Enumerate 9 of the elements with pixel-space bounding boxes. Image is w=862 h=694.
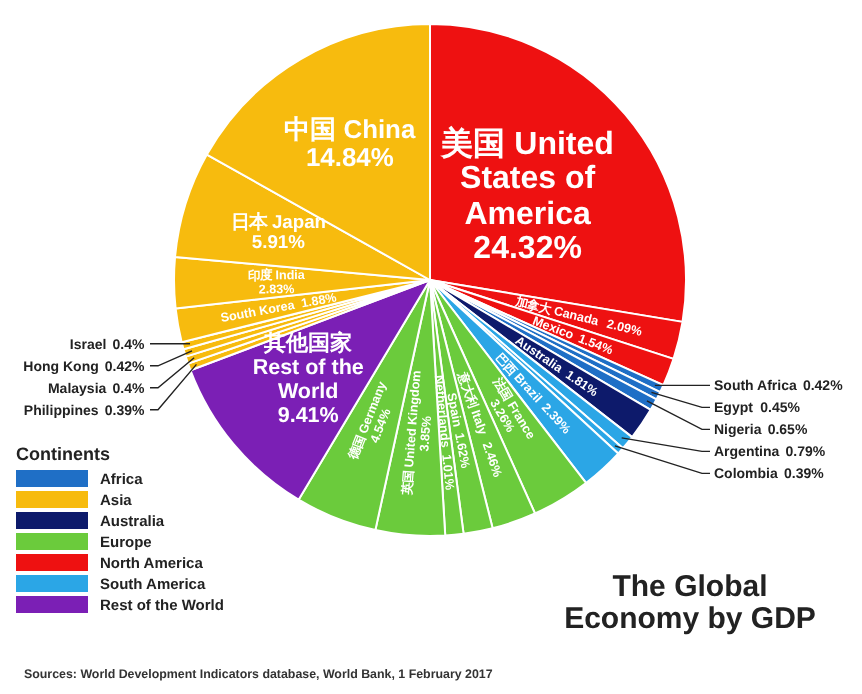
category-label: 美国 United States of America [441,127,614,232]
category-label: 日本 Japan [230,211,327,233]
data-label: 24.32% [471,232,584,268]
data-label: 9.41% [277,403,339,428]
data-label: 14.84% [306,141,394,172]
text: The Global Economy by GDP [564,570,816,636]
legend-title: Continents [16,444,110,464]
data-label: 5.91% [249,232,307,253]
category-label: 中国 China [284,113,416,143]
